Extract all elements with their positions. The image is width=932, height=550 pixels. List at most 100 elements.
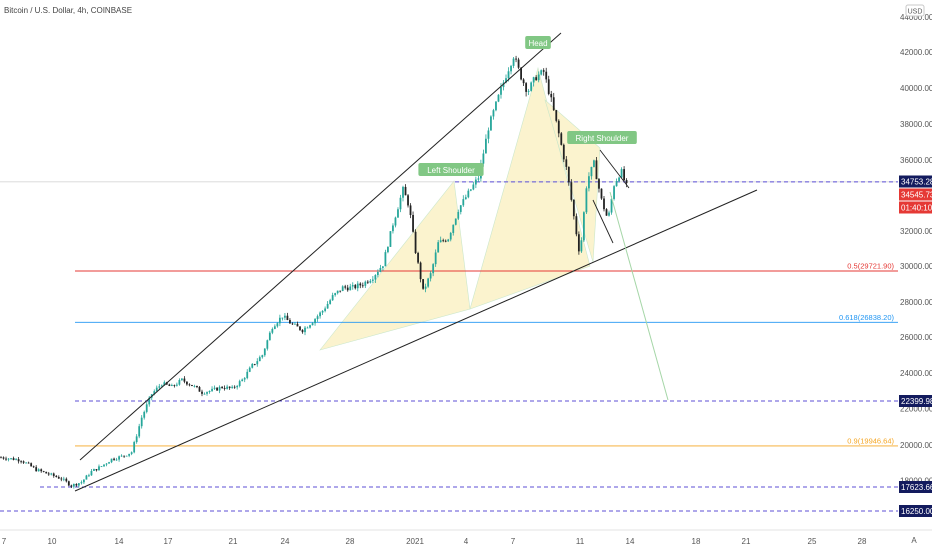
upper-trend-line[interactable]	[79, 32, 562, 461]
time-tick-label: 18	[692, 537, 701, 546]
candle-body	[462, 199, 465, 206]
candle-body	[65, 478, 68, 482]
candle-body	[304, 327, 306, 333]
candle-body	[540, 70, 543, 75]
price-tag-label: 34753.28	[901, 178, 932, 187]
pattern-annotation[interactable]: Left Shoulder	[418, 163, 484, 176]
candle-body	[45, 471, 48, 474]
candle-body	[361, 285, 364, 287]
candle-body	[552, 97, 555, 111]
candle-body	[211, 388, 213, 391]
candle-body	[170, 385, 173, 387]
candle-body	[37, 469, 40, 472]
time-tick-label: 2021	[406, 537, 424, 546]
candle-body	[490, 116, 492, 131]
candle-body	[525, 83, 528, 92]
candle-body	[52, 473, 55, 476]
candle-body	[301, 329, 304, 333]
right-shoulder-upper-line[interactable]	[599, 149, 630, 189]
candle-body	[387, 246, 389, 253]
candle-body	[399, 197, 402, 210]
price-tick-label: 38000.00	[900, 120, 932, 129]
currency-badge-label: USD	[908, 9, 923, 16]
candle-body	[550, 93, 553, 98]
candle-body	[404, 186, 407, 196]
candle-body	[314, 319, 316, 324]
candle-body	[351, 285, 354, 287]
time-axis[interactable]: 7 10 14 17 21 24 28 2021 4 7 11 14 18 21 25 28	[0, 529, 932, 546]
candle-body	[253, 364, 256, 365]
candle-body	[47, 473, 50, 475]
candle-body	[382, 266, 384, 268]
pattern-annotation[interactable]: Head	[525, 36, 551, 49]
price-tag-box	[899, 175, 932, 188]
lower-trend-line[interactable]	[74, 189, 758, 492]
auto-scale-label: A	[911, 536, 917, 545]
price-tick-label: 26000.00	[900, 333, 932, 342]
candle-body	[208, 390, 211, 393]
candle-body	[467, 190, 470, 198]
candle-body	[434, 252, 437, 265]
background-layer: 0.5(29721.90) 0.618(26838.20) 0.9(19946.64…	[0, 66, 898, 512]
candle-body	[329, 300, 332, 304]
candle-body	[577, 234, 580, 252]
pattern-annotation[interactable]: Right Shoulder	[567, 131, 637, 144]
price-tag: 34753.28	[899, 175, 932, 188]
candle-body	[181, 378, 183, 380]
time-tick-label: 14	[626, 537, 635, 546]
projection-line[interactable]	[609, 191, 669, 401]
price-tick-label: 30000.00	[900, 262, 932, 271]
candle-body	[402, 186, 404, 198]
candle-body	[40, 469, 43, 472]
pattern-fill-triangle	[319, 180, 471, 351]
candle-body	[459, 205, 462, 212]
candle-body	[464, 197, 467, 200]
currency-badge[interactable]: USD	[905, 4, 925, 17]
candle-body	[618, 177, 620, 182]
candle-body	[123, 455, 126, 457]
candle-body	[580, 240, 583, 252]
candle-body	[344, 286, 347, 288]
candle-body	[316, 316, 319, 320]
price-tag: 17623.66	[899, 481, 932, 493]
candle-body	[42, 471, 45, 472]
candle-body	[595, 160, 598, 180]
time-tick-label: 17	[164, 537, 173, 546]
candle-body	[598, 179, 600, 189]
candle-body	[50, 473, 53, 475]
candle-body	[537, 74, 540, 81]
candle-body	[444, 240, 447, 242]
candle-body	[2, 457, 5, 459]
candle-body	[15, 459, 17, 460]
pattern-fill-triangle	[469, 66, 591, 310]
price-tags-layer: 34753.28 34545.73 01:40:10 22399.98 17623.66…	[899, 175, 932, 517]
candle-body	[175, 384, 178, 386]
candle-body	[449, 232, 452, 240]
price-tag-label: 22399.98	[901, 397, 932, 406]
candle-body	[291, 323, 294, 325]
candle-body	[203, 393, 206, 395]
candle-body	[570, 182, 573, 200]
candle-body	[495, 101, 497, 111]
candle-body	[10, 458, 12, 459]
candle-body	[77, 483, 80, 486]
candle-body	[55, 475, 58, 477]
price-axis[interactable]: 44000.00 42000.00 40000.00 38000.00 36000.00…	[898, 0, 932, 550]
candle-body	[567, 166, 570, 183]
candle-body	[113, 458, 115, 460]
candle-body	[502, 82, 505, 88]
auto-scale-button[interactable]: A	[911, 536, 917, 545]
candle-body	[186, 381, 188, 385]
price-tag-box	[899, 188, 932, 201]
candle-body	[557, 120, 560, 134]
right-shoulder-lower-line[interactable]	[592, 199, 614, 244]
candle-body	[148, 397, 151, 405]
candle-body	[585, 188, 588, 213]
candle-body	[477, 178, 480, 180]
candle-body	[93, 469, 95, 471]
time-tick-label: 4	[464, 537, 469, 546]
candle-body	[432, 264, 435, 274]
candle-body	[485, 138, 487, 154]
drawings-layer[interactable]: Head Left Shoulder Right Shoulder	[74, 32, 758, 492]
